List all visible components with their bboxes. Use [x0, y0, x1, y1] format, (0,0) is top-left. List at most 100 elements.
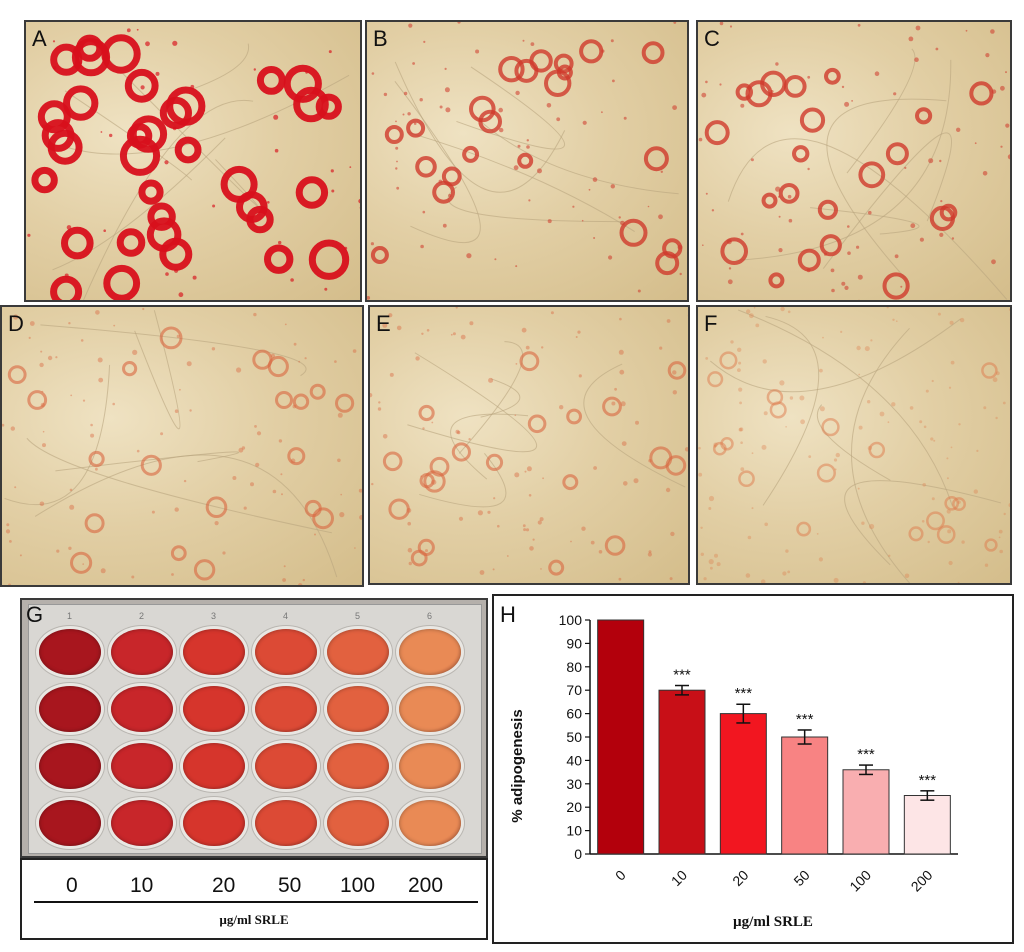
- lipid-droplet: [799, 107, 826, 133]
- stain-speck: [713, 442, 718, 447]
- stain-speck: [498, 107, 503, 113]
- stain-speck: [739, 427, 744, 432]
- stain-speck: [577, 330, 581, 334]
- lipid-droplet: [816, 463, 836, 483]
- stain-speck: [818, 557, 823, 562]
- lipid-droplet: [655, 251, 680, 276]
- stain-speck: [716, 562, 721, 567]
- stain-speck: [984, 563, 989, 567]
- panel-label-c: C: [704, 26, 720, 51]
- lipid-droplet: [562, 474, 579, 491]
- stain-speck: [556, 117, 561, 122]
- stain-speck: [222, 551, 226, 555]
- lipid-droplet: [70, 551, 93, 574]
- panel-label-a: A: [32, 26, 47, 51]
- stain-speck: [542, 477, 544, 480]
- stain-speck: [305, 70, 308, 74]
- stain-speck: [730, 340, 734, 344]
- stain-speck: [82, 399, 86, 402]
- stain-speck: [171, 573, 174, 576]
- cell-membrane-line: [134, 310, 181, 430]
- plate-well: [111, 629, 173, 675]
- lipid-droplet: [929, 205, 955, 231]
- lipid-droplet: [382, 451, 403, 472]
- lipid-droplet: [122, 361, 138, 377]
- panel-h: H % adipogenesis µg/ml SRLE 0 10 20 30 40 50 6…: [492, 594, 1014, 944]
- stain-speck: [847, 225, 850, 228]
- stain-speck: [540, 568, 542, 570]
- stain-speck: [460, 334, 466, 340]
- stain-speck: [998, 529, 1003, 534]
- stain-speck: [995, 371, 1000, 376]
- stain-speck: [423, 40, 426, 43]
- stain-speck: [334, 360, 337, 363]
- stain-speck: [256, 431, 262, 436]
- lipid-droplet: [220, 165, 258, 203]
- cell-membrane-line: [846, 48, 916, 174]
- stain-speck: [992, 377, 998, 383]
- stain-speck: [1005, 123, 1010, 128]
- stain-speck: [648, 550, 652, 554]
- stain-speck: [879, 411, 885, 417]
- plate-well: [39, 686, 101, 732]
- stain-speck: [835, 452, 840, 458]
- stain-speck: [861, 521, 865, 525]
- stain-speck: [858, 373, 861, 376]
- lipid-droplet: [952, 497, 966, 512]
- plate-well: [39, 800, 101, 846]
- stain-speck: [445, 107, 451, 113]
- stain-speck: [359, 207, 360, 209]
- lipid-droplet: [882, 272, 910, 300]
- lipid-droplet: [712, 441, 727, 456]
- stain-speck: [620, 401, 626, 407]
- cell-membrane-line: [55, 451, 240, 472]
- stain-speck: [864, 346, 870, 352]
- stain-speck: [892, 318, 895, 321]
- stain-speck: [785, 549, 789, 553]
- stain-speck: [833, 458, 838, 462]
- stain-speck: [687, 314, 688, 317]
- lipid-droplet: [485, 453, 504, 471]
- significance-marker: ***: [919, 772, 937, 789]
- stain-speck: [950, 360, 955, 365]
- stain-speck: [788, 218, 793, 223]
- stain-speck: [780, 307, 785, 312]
- plate-well: [39, 629, 101, 675]
- stain-speck: [719, 83, 722, 86]
- stain-speck: [800, 419, 805, 425]
- stain-speck: [179, 388, 181, 391]
- stain-speck: [407, 112, 411, 116]
- stain-speck: [415, 356, 420, 361]
- cell-membrane-line: [34, 454, 338, 578]
- y-tick-label: 90: [566, 635, 582, 651]
- plate-well: [327, 686, 389, 732]
- stain-speck: [90, 433, 95, 438]
- column-number: 6: [427, 611, 433, 621]
- x-tick-label: 0: [612, 867, 629, 884]
- stain-speck: [612, 79, 615, 83]
- x-tick-label: 50: [790, 867, 812, 889]
- stain-speck: [232, 476, 237, 480]
- stain-speck: [395, 167, 398, 170]
- cell-membrane-line: [406, 131, 635, 233]
- stain-speck: [344, 246, 348, 250]
- stain-speck: [593, 237, 596, 239]
- plate-well: [255, 686, 317, 732]
- stain-speck: [6, 523, 10, 527]
- stain-speck: [442, 223, 447, 228]
- stain-speck: [283, 565, 286, 568]
- stain-speck: [1002, 401, 1006, 405]
- stain-speck: [819, 368, 823, 373]
- stain-speck: [937, 312, 941, 316]
- stain-speck: [28, 336, 31, 339]
- stain-speck: [8, 583, 11, 585]
- stain-speck: [103, 229, 106, 232]
- stain-speck: [241, 446, 246, 450]
- stain-speck: [422, 210, 426, 214]
- cell-membrane-line: [738, 309, 953, 506]
- stain-speck: [314, 533, 316, 536]
- stain-speck: [383, 92, 388, 97]
- cell-membrane-line: [52, 137, 226, 271]
- stain-speck: [738, 387, 743, 392]
- lipid-droplet: [309, 383, 326, 400]
